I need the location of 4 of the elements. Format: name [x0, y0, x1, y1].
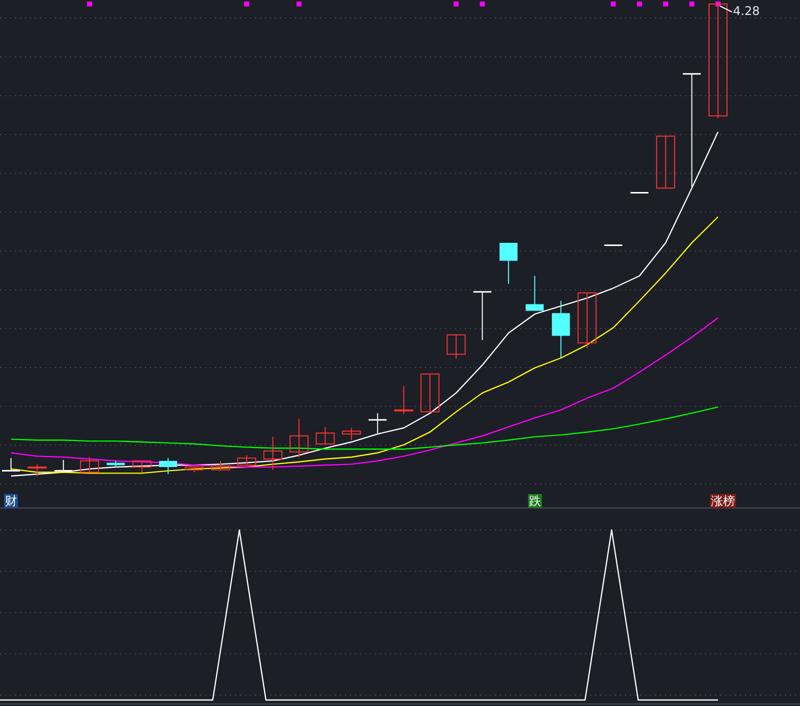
text: 财: [5, 494, 17, 508]
text: 4.28: [733, 4, 760, 18]
text: 跌: [529, 494, 541, 508]
text: 涨榜: [711, 494, 735, 508]
